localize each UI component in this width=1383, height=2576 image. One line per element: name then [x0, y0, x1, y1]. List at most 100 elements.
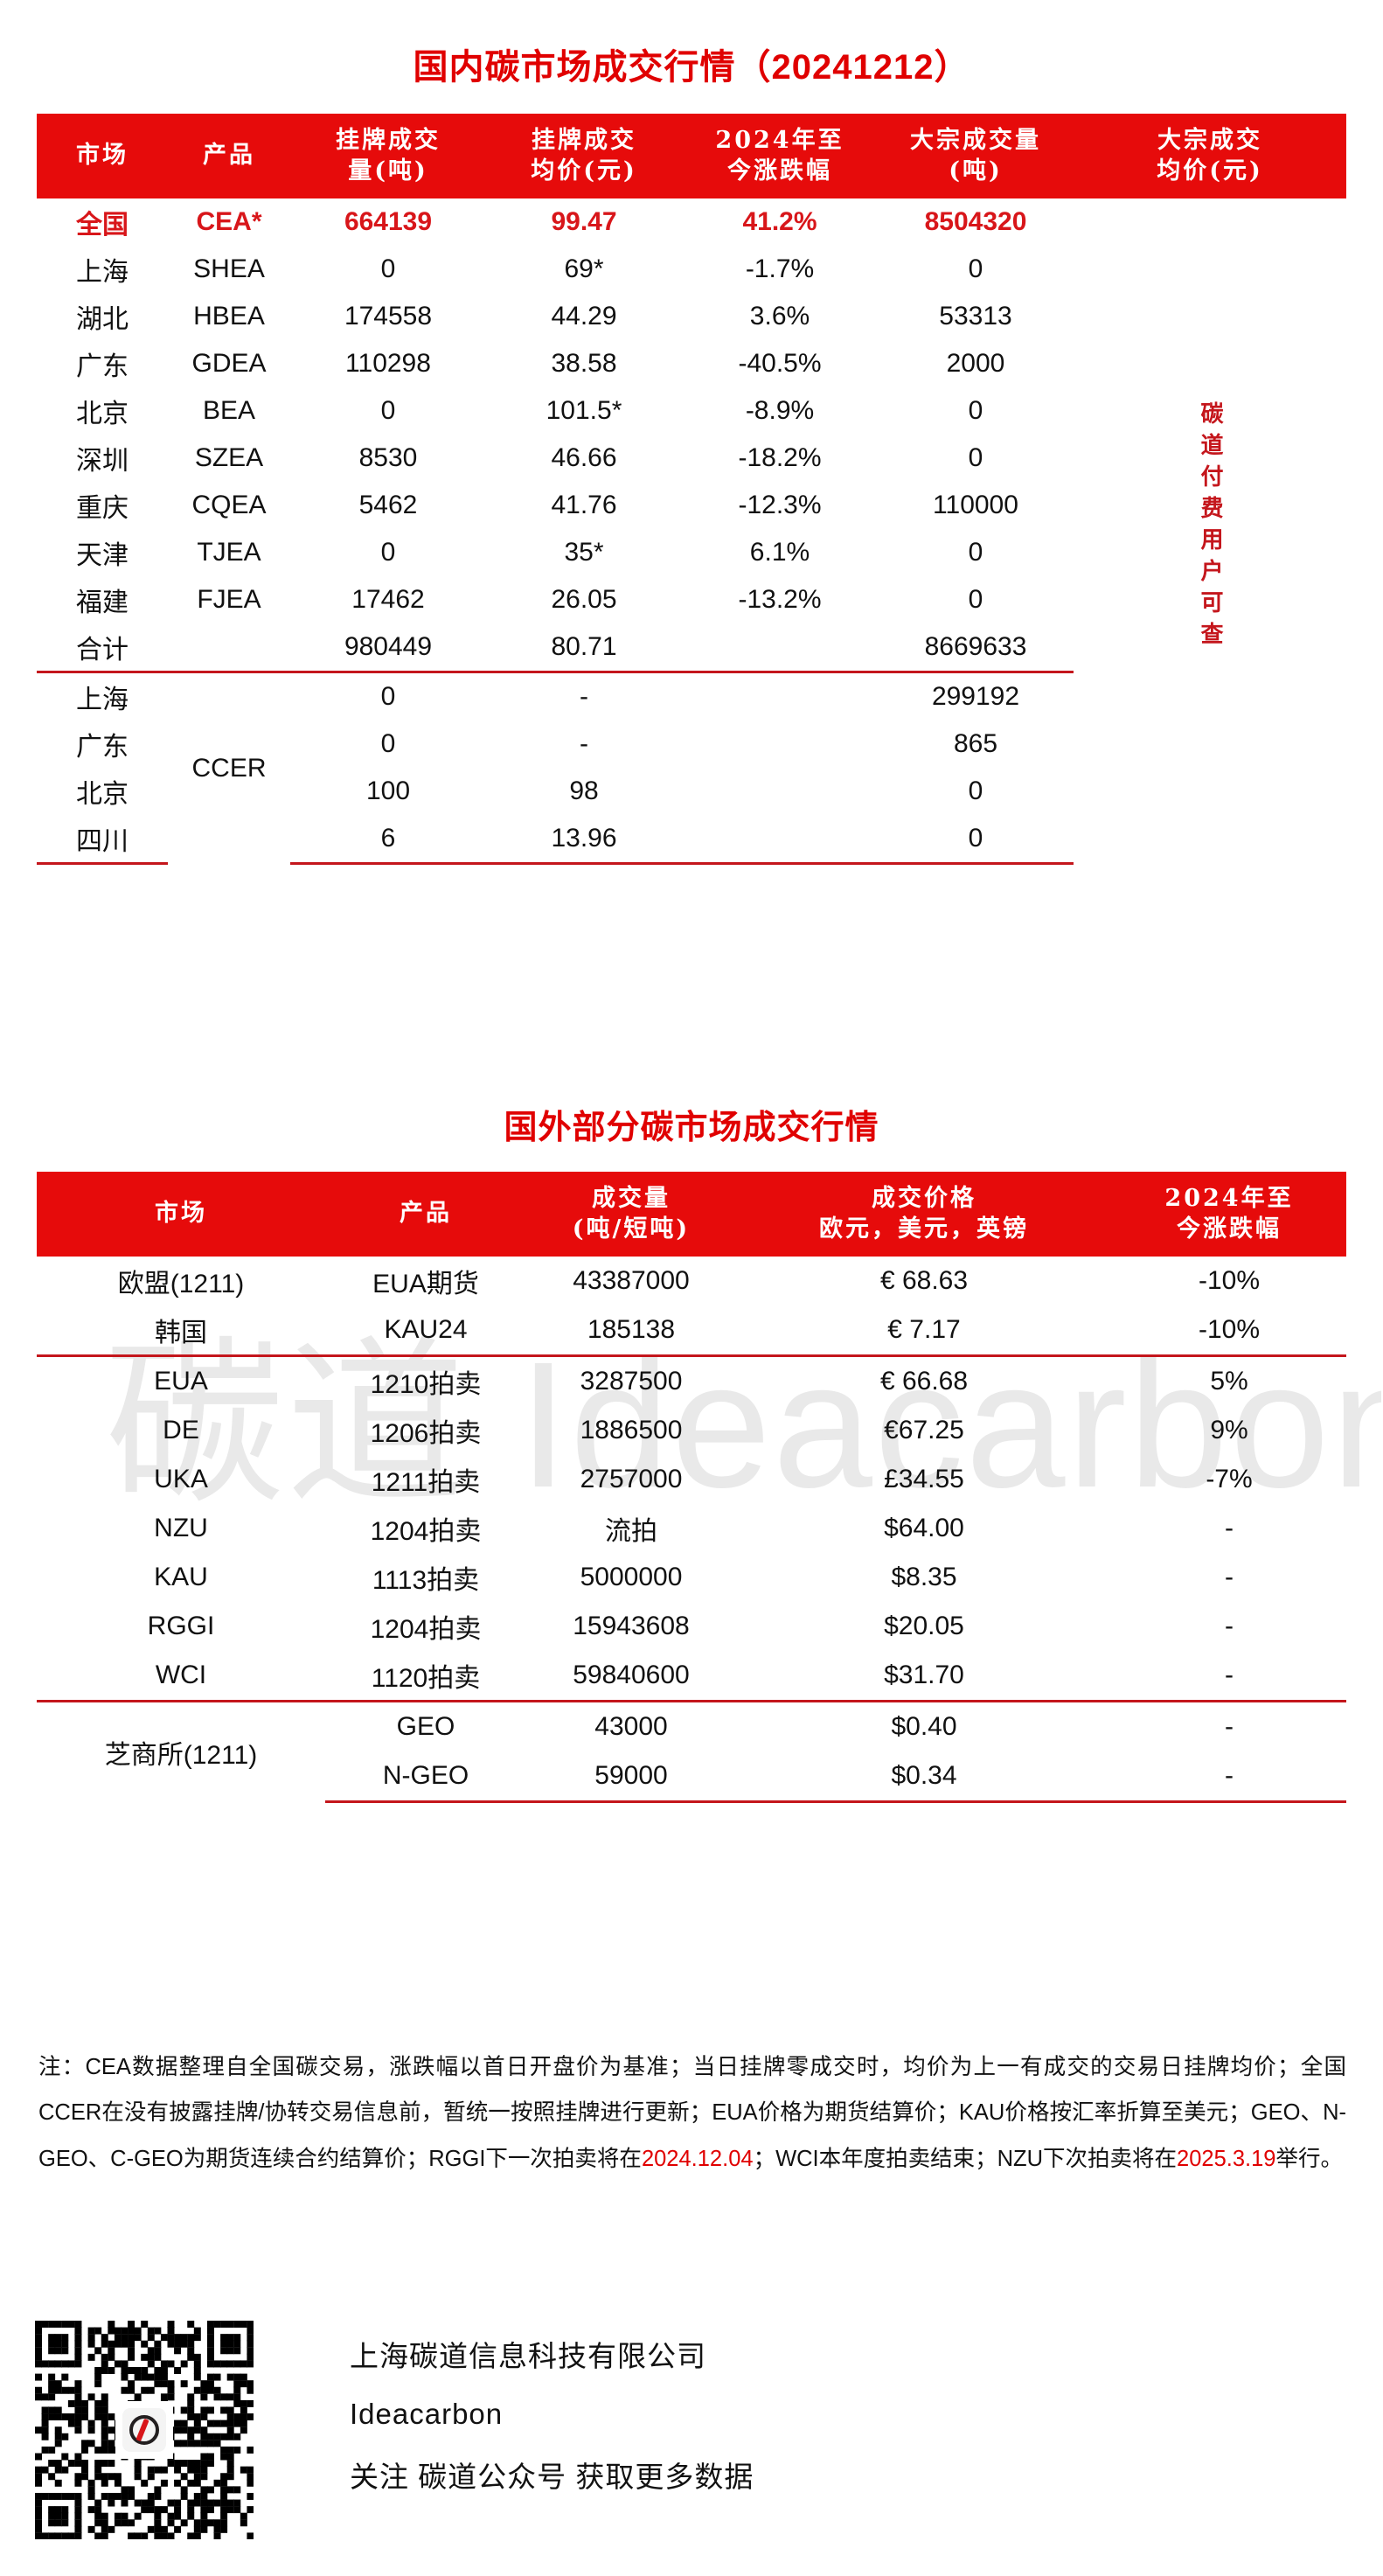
cell-ytd-change	[682, 623, 878, 674]
footnote: 注：CEA数据整理自全国碳交易，涨跌幅以首日开盘价为基准；当日挂牌零成交时，均价…	[38, 2044, 1346, 2182]
cell-listed-avg-price: 41.76	[551, 491, 617, 520]
cell-market: 天津	[76, 541, 129, 571]
cell-ytd-change: -8.9%	[745, 396, 815, 426]
international-header-row: 市场 产品 成交量 (吨/短吨) 成交价格 欧元，美元，英镑 2024年至 今涨跌幅	[37, 1172, 1346, 1257]
table-row: 北京 BEA 0 101.5* -8.9% 0	[37, 387, 1346, 435]
table-row: DE 1206拍卖 1886500 €67.25 9%	[37, 1406, 1346, 1455]
cell-volume: 185138	[526, 1305, 736, 1358]
footer: 上海碳道信息科技有限公司 Ideacarbon 关注 碳道公众号 获取更多数据	[0, 2308, 1383, 2571]
cell-ytd-change: 9%	[1210, 1416, 1248, 1445]
cell-listed-volume: 6	[290, 815, 486, 866]
cell-ytd-change: -40.5%	[738, 349, 822, 379]
table-row: 上海 SHEA 0 69* -1.7% 0	[37, 246, 1346, 293]
footnote-date-nzu: 2025.3.19	[1177, 2146, 1276, 2171]
table-row: 欧盟(1211) EUA期货 43387000 € 68.63 -10%	[37, 1257, 1346, 1305]
international-title: 国外部分碳市场成交行情	[504, 1110, 879, 1146]
header-product: 产品	[168, 114, 290, 199]
table-row: EUA 1210拍卖 3287500 € 66.68 5%	[37, 1356, 1346, 1407]
table-row: 重庆 CQEA 5462 41.76 -12.3% 110000	[37, 482, 1346, 529]
cell-market: 湖北	[76, 305, 129, 335]
cell-product: HBEA	[193, 302, 265, 331]
table-row: 深圳 SZEA 8530 46.66 -18.2% 0	[37, 435, 1346, 482]
company-name: 上海碳道信息科技有限公司	[350, 2340, 706, 2372]
cell-ytd-change: -10%	[1112, 1305, 1346, 1358]
table-row: 韩国 KAU24 185138 € 7.17 -10%	[37, 1305, 1346, 1358]
qr-center-logo-icon	[122, 2408, 166, 2452]
cell-volume: 3287500	[580, 1367, 683, 1396]
cell-listed-avg-price: 98	[569, 776, 599, 806]
cell-listed-avg-price: 44.29	[551, 302, 617, 331]
cell-product: SHEA	[193, 254, 265, 284]
cell-market: DE	[163, 1416, 199, 1445]
cell-market: 上海	[76, 258, 129, 288]
table-row: 湖北 HBEA 174558 44.29 3.6% 53313	[37, 293, 1346, 340]
cell-price: $31.70	[736, 1651, 1112, 1703]
cell-listed-volume: 0	[380, 538, 396, 567]
cell-product: 1204拍卖	[370, 1615, 482, 1645]
cell-ytd-change: -	[1225, 1563, 1234, 1592]
table-row: 天津 TJEA 0 35* 6.1% 0	[37, 529, 1346, 576]
cell-listed-avg-price: 13.96	[486, 815, 682, 866]
footnote-date-rggi: 2024.12.04	[641, 2146, 754, 2171]
cell-listed-volume: 110298	[345, 349, 431, 379]
cell-listed-volume: 0	[380, 396, 396, 426]
cell-market: 重庆	[76, 494, 129, 524]
table-row: 四川 6 13.96 0	[37, 815, 1346, 866]
brand-name: Ideacarbon	[350, 2398, 504, 2430]
cell-market: 北京	[76, 400, 129, 429]
footnote-part3: 举行。	[1275, 2146, 1344, 2171]
header-product: 产品	[325, 1172, 526, 1257]
cell-market: RGGI	[147, 1612, 215, 1641]
cell-price: $20.05	[884, 1612, 964, 1641]
cell-market: 欧盟(1211)	[117, 1270, 245, 1299]
cell-market: NZU	[154, 1514, 208, 1543]
cell-listed-avg-price: 38.58	[551, 349, 617, 379]
cell-listed-volume: 5462	[358, 491, 418, 520]
domestic-header-row: 市场 产品 挂牌成交 量(吨) 挂牌成交 均价(元) 2024年至 今涨跌幅 大宗成交…	[37, 114, 1346, 199]
follow-cta: 关注 碳道公众号 获取更多数据	[350, 2461, 754, 2493]
cell-ytd-change: -	[1225, 1712, 1234, 1742]
cell-listed-volume: 664139	[344, 207, 433, 237]
table-row: 上海 CCER 0 - 299192	[37, 672, 1346, 783]
table-row-total: 合计 980449 80.71 8669633	[37, 623, 1346, 674]
cell-ytd-change: -	[1112, 1751, 1346, 1804]
cell-price: €67.25	[884, 1416, 964, 1445]
cell-price: € 7.17	[736, 1305, 1112, 1358]
cell-product: 1210拍卖	[370, 1370, 482, 1400]
cell-ytd-change: -	[1225, 1612, 1234, 1641]
cell-product: EUA期货	[372, 1270, 479, 1299]
cell-listed-volume: 0	[380, 254, 396, 284]
cell-ytd-change: -7%	[1206, 1465, 1253, 1494]
cell-block-volume: 0	[968, 443, 983, 473]
cell-listed-avg-price: 99.47	[551, 207, 617, 237]
cell-market: 北京	[76, 780, 129, 810]
cell-volume: 59000	[526, 1751, 736, 1804]
cell-market: 上海	[76, 686, 129, 715]
cell-ytd-change: 41.2%	[742, 207, 817, 237]
cell-market: 合计	[37, 623, 168, 674]
cell-ytd-change: 6.1%	[749, 538, 810, 567]
cell-ytd-change: -	[1112, 1651, 1346, 1703]
header-volume: 成交量 (吨/短吨)	[526, 1172, 736, 1257]
cell-ytd-change: 3.6%	[749, 302, 810, 331]
cell-product: KAU24	[325, 1305, 526, 1358]
cell-listed-volume: 17462	[351, 585, 425, 615]
header-market: 市场	[37, 1172, 325, 1257]
header-price: 成交价格 欧元，美元，英镑	[736, 1172, 1112, 1257]
header-listed-avg-price: 挂牌成交 均价(元)	[486, 114, 682, 199]
header-ytd-change: 2024年至 今涨跌幅	[1112, 1172, 1346, 1257]
cell-market-cme: 芝商所(1211)	[104, 1740, 258, 1770]
cell-listed-volume: 0	[380, 729, 396, 759]
cell-volume: 59840600	[526, 1651, 736, 1703]
cell-ytd-change: -12.3%	[738, 491, 822, 520]
cell-product: N-GEO	[325, 1751, 526, 1804]
cell-market: 韩国	[37, 1305, 325, 1358]
cell-ytd-change: -	[1225, 1514, 1234, 1543]
cell-product: BEA	[202, 396, 256, 426]
cell-product: 1120拍卖	[325, 1651, 526, 1703]
header-market: 市场	[37, 114, 168, 199]
cell-product: CQEA	[191, 491, 267, 520]
table-row: 广东 0 - 865	[37, 721, 1346, 768]
cell-volume: 15943608	[573, 1612, 690, 1641]
cell-ytd-change: -13.2%	[738, 585, 822, 615]
